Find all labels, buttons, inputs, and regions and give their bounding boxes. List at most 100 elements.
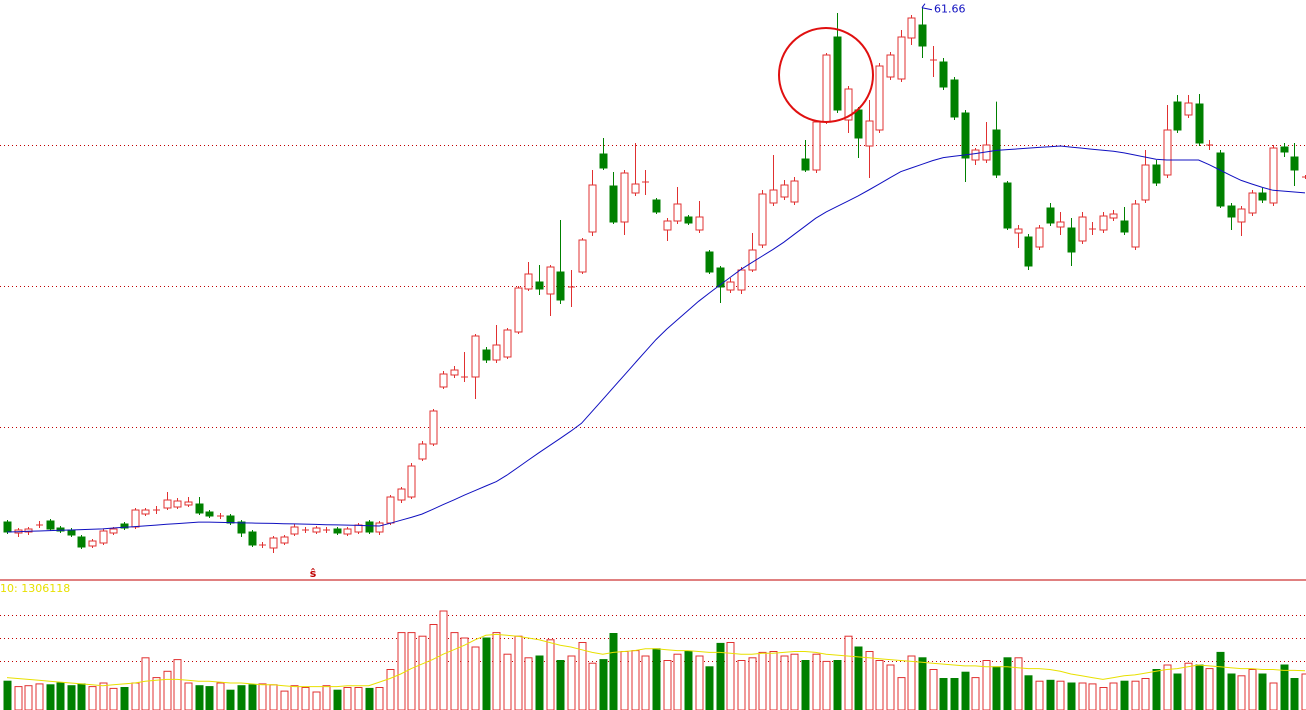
candle-body [907,17,916,39]
volume-bar [258,683,267,710]
volume-bar [524,657,533,710]
volume-bar [1099,687,1108,710]
candle-body [1163,129,1172,176]
candle-body [397,488,406,501]
candle-body [897,36,906,80]
volume-bar [184,682,193,710]
volume-bar [1024,675,1033,710]
volume-bar [1131,680,1140,710]
candle-body [109,528,118,534]
volume-bar [897,677,906,710]
volume-bar [1248,669,1257,710]
candle-body [1258,192,1267,201]
volume-bar [301,687,310,710]
volume-bar [1269,682,1278,710]
volume-bar [737,660,746,710]
candle-body [141,509,150,515]
candle-body [1014,228,1023,234]
volume-bar [46,684,55,710]
volume-bar [482,637,491,710]
candle-body [1216,152,1225,207]
volume-bar [641,655,650,710]
candle-body [801,158,810,171]
candle-body [578,239,587,273]
candle-body [184,501,193,506]
volume-bar [939,678,948,710]
volume-bar [1280,664,1289,710]
candle-body [833,36,842,111]
candle-body [535,281,544,290]
volume-bar [886,664,895,710]
candle-body [131,509,140,528]
candle-body [375,522,384,533]
volume-bar [1014,657,1023,710]
candle-body [77,536,86,548]
candle-body [407,465,416,498]
candle-body [737,269,746,291]
volume-bar [322,685,331,710]
volume-bar [535,655,544,710]
volume-bar [24,685,33,710]
volume-bar [1184,662,1193,710]
volume-bar [567,655,576,710]
candle-body [609,185,618,223]
candle-body [120,523,129,529]
candle-body [844,88,853,121]
candle-body [1046,207,1055,224]
candle-body [971,149,980,161]
volume-bar [173,659,182,710]
candle-body [705,251,714,273]
candle-body [471,335,480,378]
volume-bar [1152,669,1161,710]
candle-body [599,153,608,169]
volume-bar [833,660,842,710]
candle-body [758,193,767,246]
volume-bar [929,669,938,710]
candle-body [886,54,895,78]
volume-bar [716,642,725,710]
volume-bar [375,687,384,710]
volume-bar [982,660,991,710]
volume-bar [1109,682,1118,710]
candle-body [269,537,278,549]
candle-body [290,526,299,535]
candle-body [546,266,555,295]
volume-bar [216,682,225,710]
volume-bar [1035,680,1044,710]
candle-body [588,184,597,233]
candle-body [99,530,108,544]
candle-body [1269,147,1278,204]
volume-bar [450,632,459,710]
volume-bar [77,683,86,710]
volume-bar [758,651,767,710]
candle-body [450,369,459,376]
volume-bar [695,655,704,710]
volume-bar [407,632,416,710]
volume-bar [237,685,246,710]
volume-bar [248,684,257,710]
candle-body [333,528,342,534]
volume-bar [1237,675,1246,710]
volume-bar [907,655,916,710]
candle-body [1173,101,1182,131]
candle-body [822,54,831,123]
candle-body [67,529,76,536]
volume-bar [812,653,821,710]
volume-bar [588,662,597,710]
candle-body [812,121,821,171]
candle-body [503,329,512,358]
volume-bar [269,684,278,710]
volume-bar [333,689,342,710]
volume-bar [365,687,374,710]
candle-body [1024,236,1033,267]
volume-bar [109,687,118,710]
volume-bar [1195,664,1204,710]
volume-bar [1301,673,1306,710]
candle-body [1109,213,1118,219]
signal-marker: ŝ [310,567,317,580]
candle-body [492,344,501,361]
volume-bar [397,632,406,710]
candle-body [1099,215,1108,231]
